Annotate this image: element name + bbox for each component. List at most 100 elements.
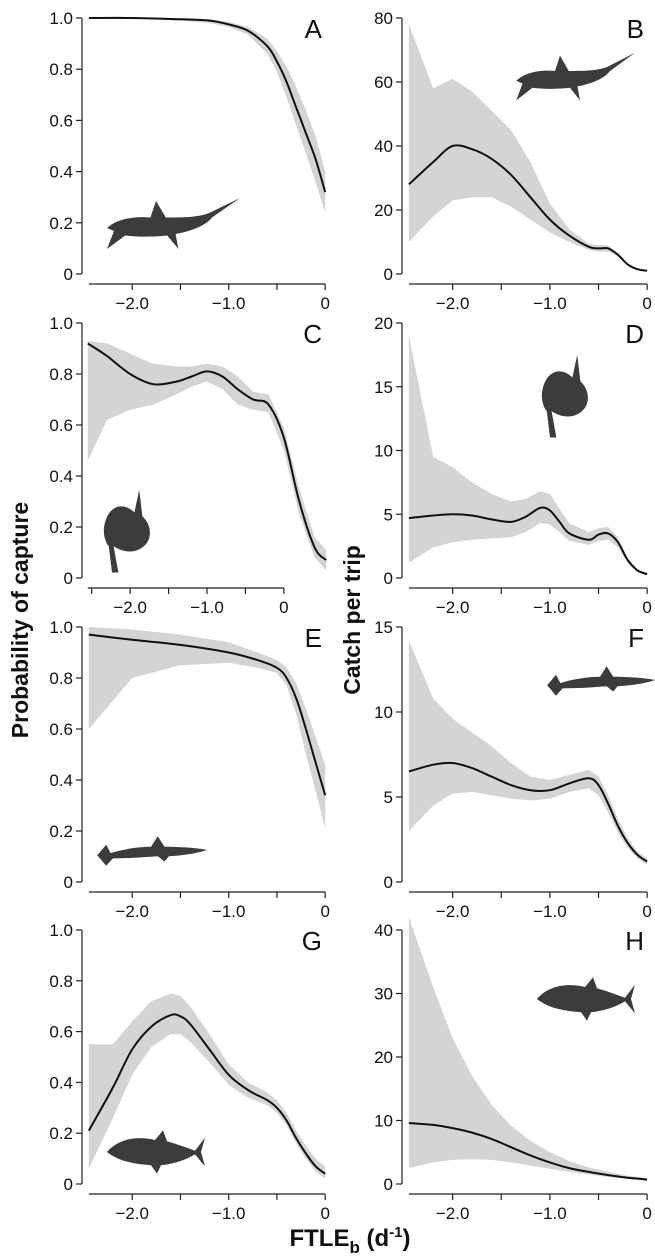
panel-letter: C (303, 319, 322, 349)
x-axis-label-sub: b (349, 1238, 359, 1257)
silhouette-shape (516, 52, 635, 101)
panel-letter: A (305, 14, 323, 44)
x-tick-label: −2.0 (113, 598, 147, 617)
panel-f: 0 5 10 15 −2.0 −1.0 0 F (374, 618, 655, 921)
y-tick-label: 5 (384, 505, 393, 524)
x-tick-label: 0 (320, 1204, 329, 1223)
y-tick-label: 1.0 (49, 618, 73, 637)
y-tick-label: 40 (374, 137, 393, 156)
silhouette-shape (107, 198, 240, 249)
y-tick-label: 0.4 (49, 467, 73, 486)
y-tick-label: 0.4 (49, 771, 73, 790)
x-axis-label: FTLEb (d-1) (289, 1224, 410, 1257)
x-axis-label-main: FTLE (289, 1225, 349, 1252)
y-tick-label: 0.8 (49, 60, 73, 79)
y-tick-label: 0.6 (49, 416, 73, 435)
fitted-curve (408, 1122, 648, 1181)
x-tick-label: −1.0 (533, 1204, 567, 1223)
y-tick-label: 0 (384, 265, 393, 284)
confidence-band (88, 627, 326, 829)
y-tick-label: 0 (64, 1175, 73, 1194)
x-tick-label: −2.0 (115, 902, 149, 921)
x-axis-label-unit-close: ) (403, 1225, 411, 1252)
x-tick-label: −1.0 (212, 294, 246, 313)
y-tick-label: 40 (374, 921, 393, 940)
shark-icon (547, 666, 655, 696)
swordfish-icon (107, 198, 240, 249)
y-tick-label: 0 (384, 569, 393, 588)
panel-c: 0 0.2 0.4 0.6 0.8 1.0 −2.0 −1.0 0 C (49, 314, 327, 617)
y-axis-label-left: Probability of capture (7, 502, 33, 738)
x-tick-label: 0 (320, 294, 329, 313)
x-tick-label: −2.0 (436, 1204, 470, 1223)
y-tick-label: 5 (384, 788, 393, 807)
y-tick-label: 0 (64, 265, 73, 284)
fitted-curve (408, 144, 648, 272)
y-tick-label: 15 (374, 618, 393, 637)
y-tick-label: 0.8 (49, 669, 73, 688)
confidence-band (408, 640, 648, 865)
panel-b: 0 20 40 60 80 −2.0 −1.0 0 B (374, 9, 652, 313)
sunfish-icon (103, 490, 150, 573)
silhouette-shape (103, 490, 150, 573)
x-tick-label: 0 (279, 598, 288, 617)
y-tick-label: 0.2 (49, 214, 73, 233)
y-tick-label: 1.0 (49, 921, 73, 940)
x-tick-label: −1.0 (212, 902, 246, 921)
panel-letter: F (628, 623, 644, 653)
x-tick-label: −1.0 (190, 598, 224, 617)
y-tick-label: 0.6 (49, 1023, 73, 1042)
sunfish-icon (541, 355, 588, 438)
fitted-curve (88, 16, 327, 193)
y-tick-label: 1.0 (49, 314, 73, 333)
shark-icon (97, 836, 207, 866)
y-tick-label: 10 (374, 442, 393, 461)
y-tick-label: 1.0 (49, 9, 73, 28)
panels: 0 0.2 0.4 0.6 0.8 1.0 −2.0 −1.0 0 A 0 20 40 60 80 −2.0 −… (49, 9, 655, 1223)
fitted-curve (408, 761, 648, 863)
confidence-band (87, 340, 327, 571)
silhouette-shape (107, 1130, 205, 1174)
x-tick-label: 0 (642, 1204, 651, 1223)
panel-letter: B (627, 14, 644, 44)
confidence-band (408, 917, 648, 1181)
y-tick-label: 0 (384, 873, 393, 892)
confidence-band (408, 335, 648, 576)
x-tick-label: 0 (642, 902, 651, 921)
y-tick-label: 0.2 (49, 518, 73, 537)
silhouette-shape (537, 977, 635, 1021)
silhouette-shape (541, 355, 588, 438)
confidence-band (408, 24, 648, 272)
fitted-curve (408, 506, 648, 576)
y-tick-label: 0.6 (49, 111, 73, 130)
confidence-band (88, 993, 326, 1179)
x-axis-label-unit-sup: -1 (389, 1224, 402, 1241)
y-tick-label: 20 (374, 201, 393, 220)
panel-a: 0 0.2 0.4 0.6 0.8 1.0 −2.0 −1.0 0 A (49, 9, 330, 313)
confidence-band (88, 18, 326, 213)
y-tick-label: 60 (374, 73, 393, 92)
swordfish-icon (516, 52, 635, 101)
panel-e: 0 0.2 0.4 0.6 0.8 1.0 −2.0 −1.0 0 E (49, 618, 330, 921)
y-tick-label: 0 (384, 1175, 393, 1194)
x-tick-label: −1.0 (533, 598, 567, 617)
x-tick-label: −2.0 (115, 1204, 149, 1223)
x-tick-label: −1.0 (533, 902, 567, 921)
x-tick-label: −2.0 (436, 598, 470, 617)
y-tick-label: 20 (374, 1048, 393, 1067)
y-tick-label: 0.8 (49, 365, 73, 384)
fitted-curve (87, 1013, 326, 1175)
panel-letter: D (625, 319, 644, 349)
panel-g: 0 0.2 0.4 0.6 0.8 1.0 −2.0 −1.0 0 G (49, 921, 330, 1223)
silhouette-shape (97, 836, 207, 866)
y-tick-label: 0.6 (49, 720, 73, 739)
tuna-icon (537, 977, 635, 1021)
y-tick-label: 0 (64, 873, 73, 892)
y-tick-label: 0.2 (49, 822, 73, 841)
y-tick-label: 0.4 (49, 1073, 73, 1092)
fitted-curve (88, 633, 327, 796)
panel-h: 0 10 20 30 40 −2.0 −1.0 0 H (374, 917, 652, 1223)
y-tick-label: 10 (374, 703, 393, 722)
x-tick-label: −1.0 (212, 1204, 246, 1223)
